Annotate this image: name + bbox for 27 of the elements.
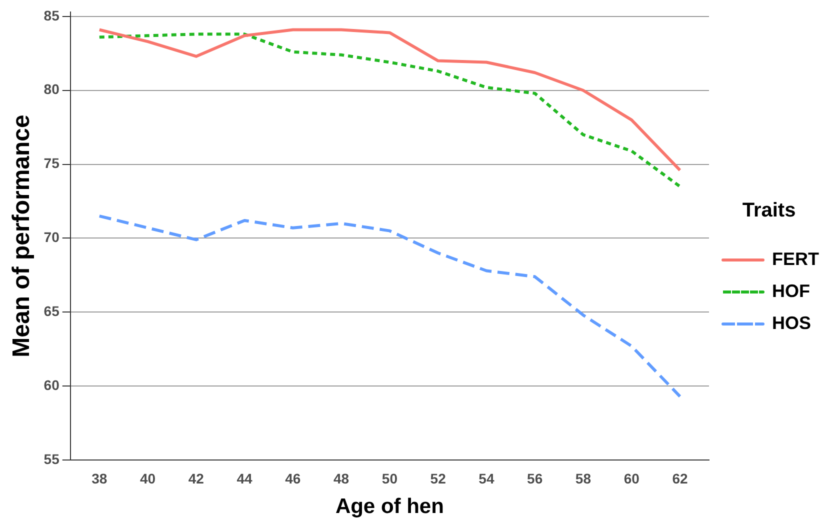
y-axis-title: Mean of performance <box>8 114 36 358</box>
x-tick-label: 44 <box>236 470 253 486</box>
x-tick-label: 60 <box>624 470 640 486</box>
x-tick-label: 42 <box>188 470 204 486</box>
y-tick-label: 85 <box>44 7 60 24</box>
x-tick-label: 48 <box>334 470 350 486</box>
legend-label: HOF <box>772 280 810 301</box>
x-tick-label: 40 <box>140 470 156 486</box>
line-series <box>98 214 682 398</box>
x-axis-title: Age of hen <box>335 495 444 518</box>
x-tick-label: 52 <box>430 470 446 486</box>
legend-title: Traits <box>742 200 796 222</box>
legend-label: FERT <box>772 248 820 269</box>
y-tick-label: 55 <box>44 450 60 467</box>
y-tick-label: 80 <box>44 81 60 98</box>
y-tick-label: 65 <box>44 303 60 320</box>
x-tick-label: 46 <box>285 470 301 486</box>
x-tick-label: 62 <box>672 470 688 486</box>
x-tick-label: 58 <box>575 470 592 486</box>
y-tick-label: 70 <box>44 229 60 246</box>
y-tick-label: 60 <box>44 376 60 393</box>
legend-label: HOS <box>772 312 812 333</box>
x-tick-label: 54 <box>478 470 494 486</box>
y-tick-label: 75 <box>44 155 60 172</box>
x-tick-label: 38 <box>92 470 108 486</box>
x-tick-label: 50 <box>382 470 398 486</box>
x-tick-label: 56 <box>527 470 543 486</box>
